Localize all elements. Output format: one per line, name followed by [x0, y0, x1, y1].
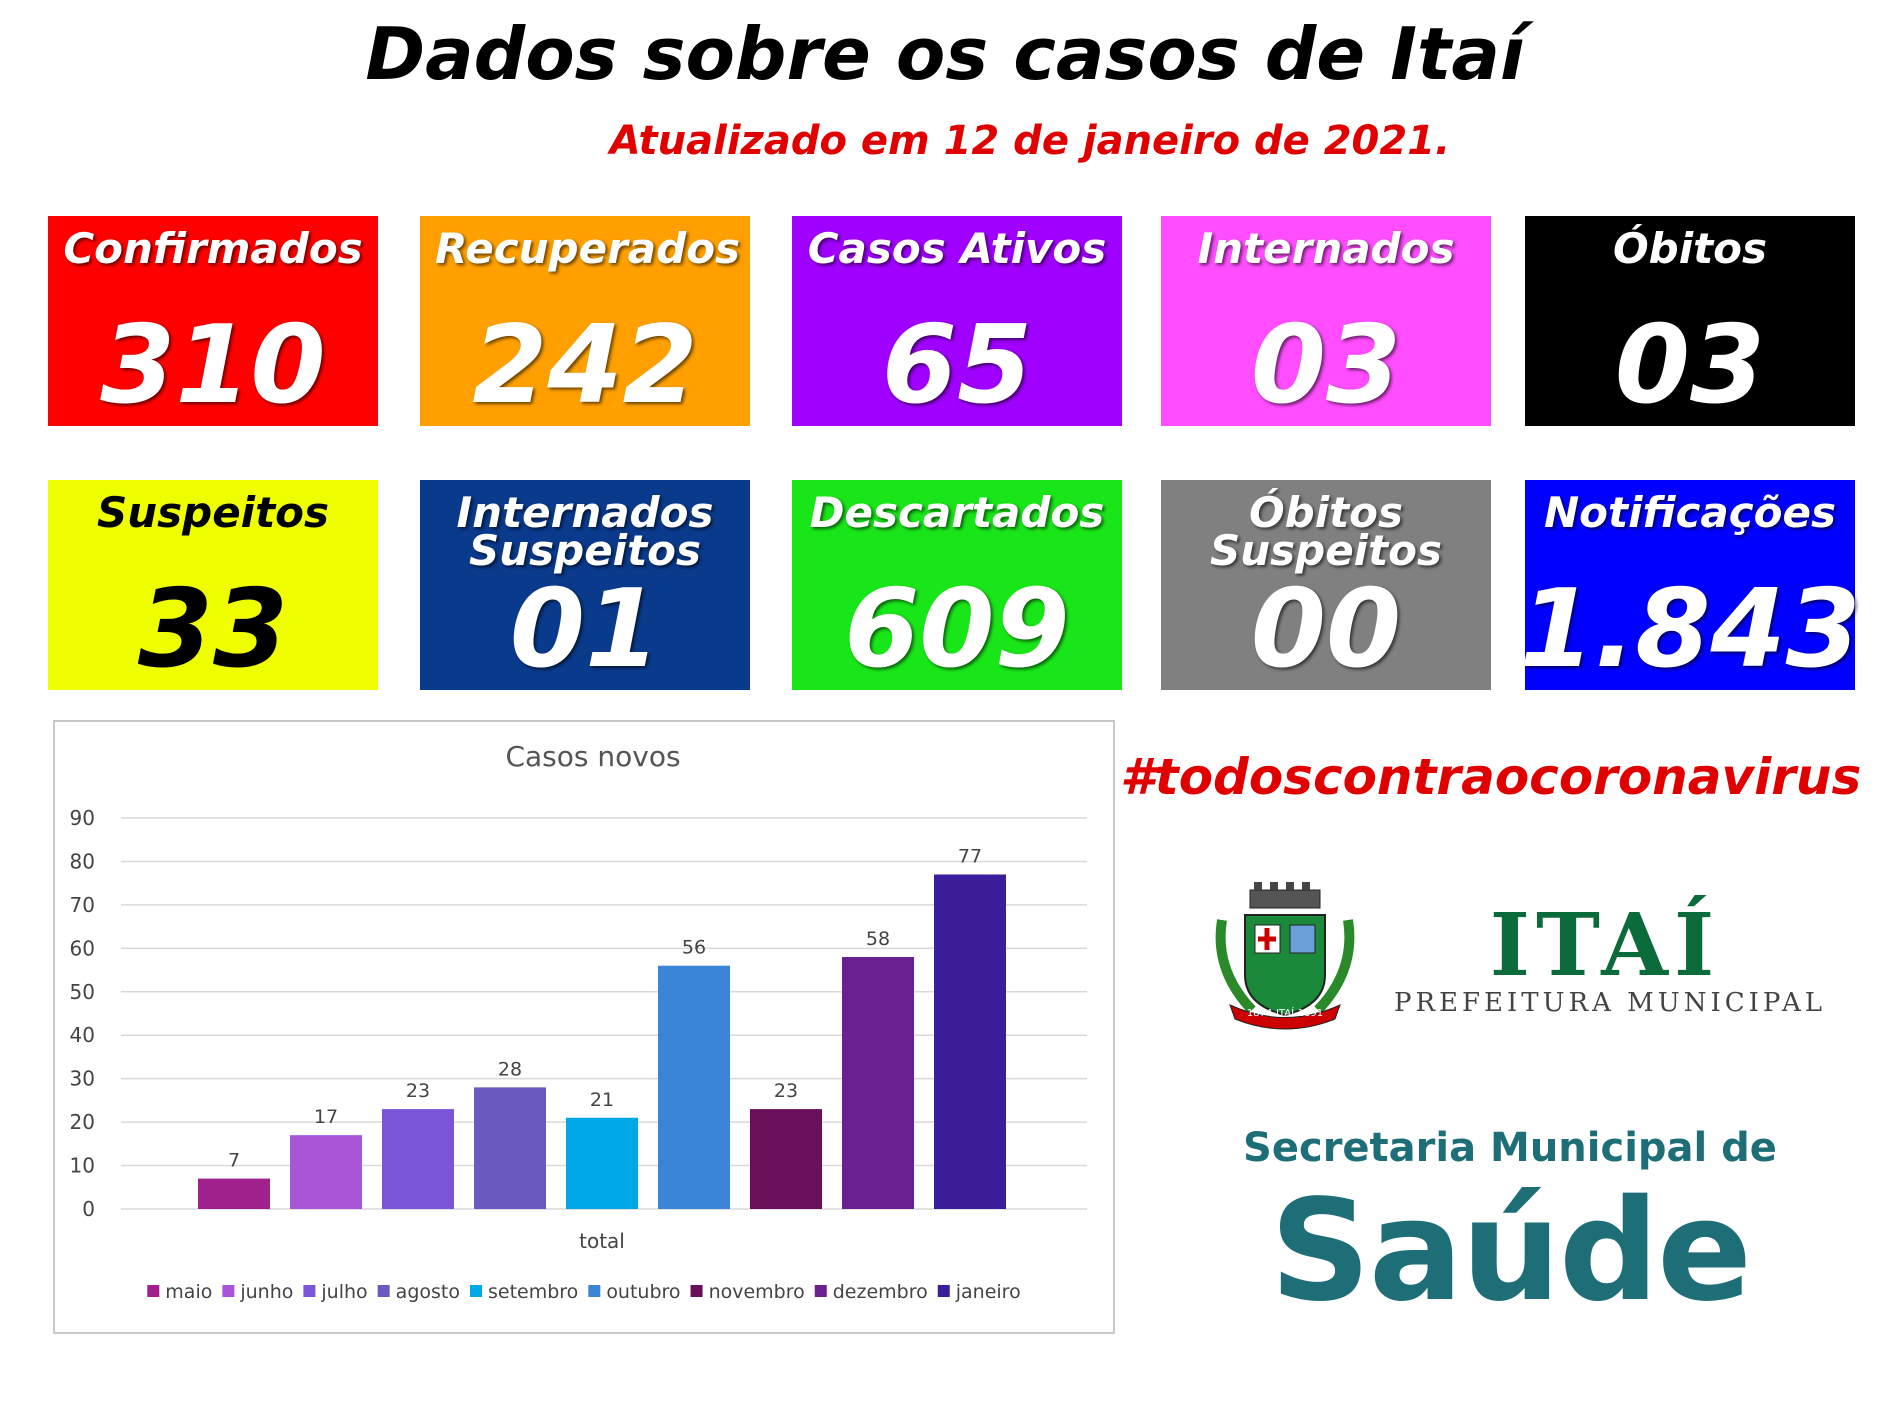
y-tick-label: 80	[70, 849, 95, 873]
legend-swatch	[222, 1285, 235, 1297]
stat-value: 01	[509, 567, 661, 692]
subtitle: Atualizado em 12 de janeiro de 2021.	[609, 118, 1451, 164]
legend-label: junho	[239, 1281, 293, 1303]
hashtag: #todoscontraocoronavirus	[1120, 748, 1862, 806]
y-tick-label: 40	[70, 1023, 95, 1047]
stat-label: Internados Suspeitos	[456, 488, 714, 575]
legend-label: maio	[165, 1281, 212, 1303]
stat-value: 609	[844, 567, 1070, 692]
y-tick-label: 90	[70, 806, 95, 830]
stat-box: Notificações 1.843	[1519, 480, 1861, 690]
y-tick-label: 20	[70, 1110, 95, 1134]
chart-title: Casos novos	[505, 740, 680, 773]
y-tick-label: 30	[70, 1067, 95, 1091]
bar	[566, 1117, 638, 1209]
stat-label: Óbitos Suspeitos	[1209, 488, 1443, 575]
data-label: 77	[958, 845, 982, 867]
stat-value: 1.843	[1519, 567, 1861, 692]
legend-swatch	[588, 1285, 601, 1297]
y-tick-label: 60	[70, 936, 95, 960]
legend-label: agosto	[396, 1281, 460, 1303]
stat-box: Confirmados 310	[48, 216, 378, 426]
logo-subtitle: PREFEITURA MUNICIPAL	[1393, 988, 1827, 1018]
stat-value: 65	[881, 303, 1033, 428]
y-tick-label: 70	[70, 893, 95, 917]
coat-of-arms: 1874-ITAÍ-1891	[1215, 882, 1355, 1030]
bar	[382, 1109, 454, 1209]
stat-box: Suspeitos 33	[48, 480, 378, 690]
data-label: 23	[774, 1080, 798, 1102]
data-label: 21	[590, 1089, 614, 1111]
legend-label: julho	[320, 1281, 367, 1303]
legend-label: novembro	[709, 1281, 805, 1303]
bar	[842, 957, 914, 1209]
stat-label: Descartados	[809, 488, 1105, 537]
legend-swatch	[937, 1285, 950, 1297]
logo-name: ITAÍ	[1489, 895, 1721, 996]
chart: Casos novos 0 10 20 30 40 50 60 70 80 90 7 17 23 28 21…	[53, 720, 1115, 1334]
stat-label: Óbitos	[1612, 224, 1768, 273]
stat-box: Descartados 609	[792, 480, 1122, 690]
y-tick-label: 0	[82, 1197, 95, 1221]
data-label: 28	[498, 1058, 522, 1080]
bar	[198, 1178, 270, 1209]
stat-label: Internados	[1197, 224, 1455, 273]
stat-box: Internados Suspeitos 01	[420, 480, 750, 690]
stat-box: Internados 03	[1161, 216, 1491, 426]
legend-swatch	[469, 1285, 482, 1297]
legend-swatch	[377, 1285, 390, 1297]
secretaria-title: Saúde	[1269, 1170, 1752, 1333]
stat-value: 310	[100, 303, 326, 428]
bar	[750, 1109, 822, 1209]
title: Dados sobre os casos de Itaí	[365, 12, 1525, 96]
bar	[658, 965, 730, 1209]
x-tick-label: total	[579, 1229, 625, 1253]
stat-box: Óbitos Suspeitos 00	[1161, 480, 1491, 690]
data-label: 7	[228, 1150, 240, 1172]
stat-label: Suspeitos	[96, 488, 330, 537]
stat-value: 03	[1250, 303, 1402, 428]
legend-swatch	[303, 1285, 316, 1297]
data-label: 23	[406, 1080, 430, 1102]
stat-value: 00	[1250, 567, 1402, 692]
legend-swatch	[147, 1285, 160, 1297]
seal-text: 1874-ITAÍ-1891	[1247, 1006, 1323, 1019]
stat-label: Notificações	[1543, 488, 1836, 537]
legend-swatch	[690, 1285, 703, 1297]
legend-label: outubro	[606, 1281, 680, 1303]
stat-box: Casos Ativos 65	[792, 216, 1122, 426]
y-tick-label: 10	[70, 1154, 95, 1178]
legend-label: setembro	[488, 1281, 578, 1303]
data-label: 58	[866, 928, 890, 950]
legend-swatch	[814, 1285, 827, 1297]
stat-box: Óbitos 03	[1525, 216, 1855, 426]
stat-box: Recuperados 242	[420, 216, 750, 426]
stat-value: 33	[137, 567, 289, 692]
stat-value: 03	[1614, 303, 1766, 428]
bar	[474, 1087, 546, 1209]
stat-label: Confirmados	[63, 224, 363, 273]
legend-label: dezembro	[833, 1281, 928, 1303]
stat-label: Casos Ativos	[807, 224, 1107, 273]
bar	[934, 874, 1006, 1209]
legend-label: janeiro	[955, 1281, 1021, 1303]
stat-label: Recuperados	[435, 224, 741, 273]
data-label: 17	[314, 1106, 338, 1128]
secretaria-line: Secretaria Municipal de	[1243, 1125, 1777, 1171]
stat-value: 242	[472, 303, 698, 428]
data-label: 56	[682, 937, 706, 959]
y-tick-label: 50	[70, 980, 95, 1004]
bar	[290, 1135, 362, 1209]
